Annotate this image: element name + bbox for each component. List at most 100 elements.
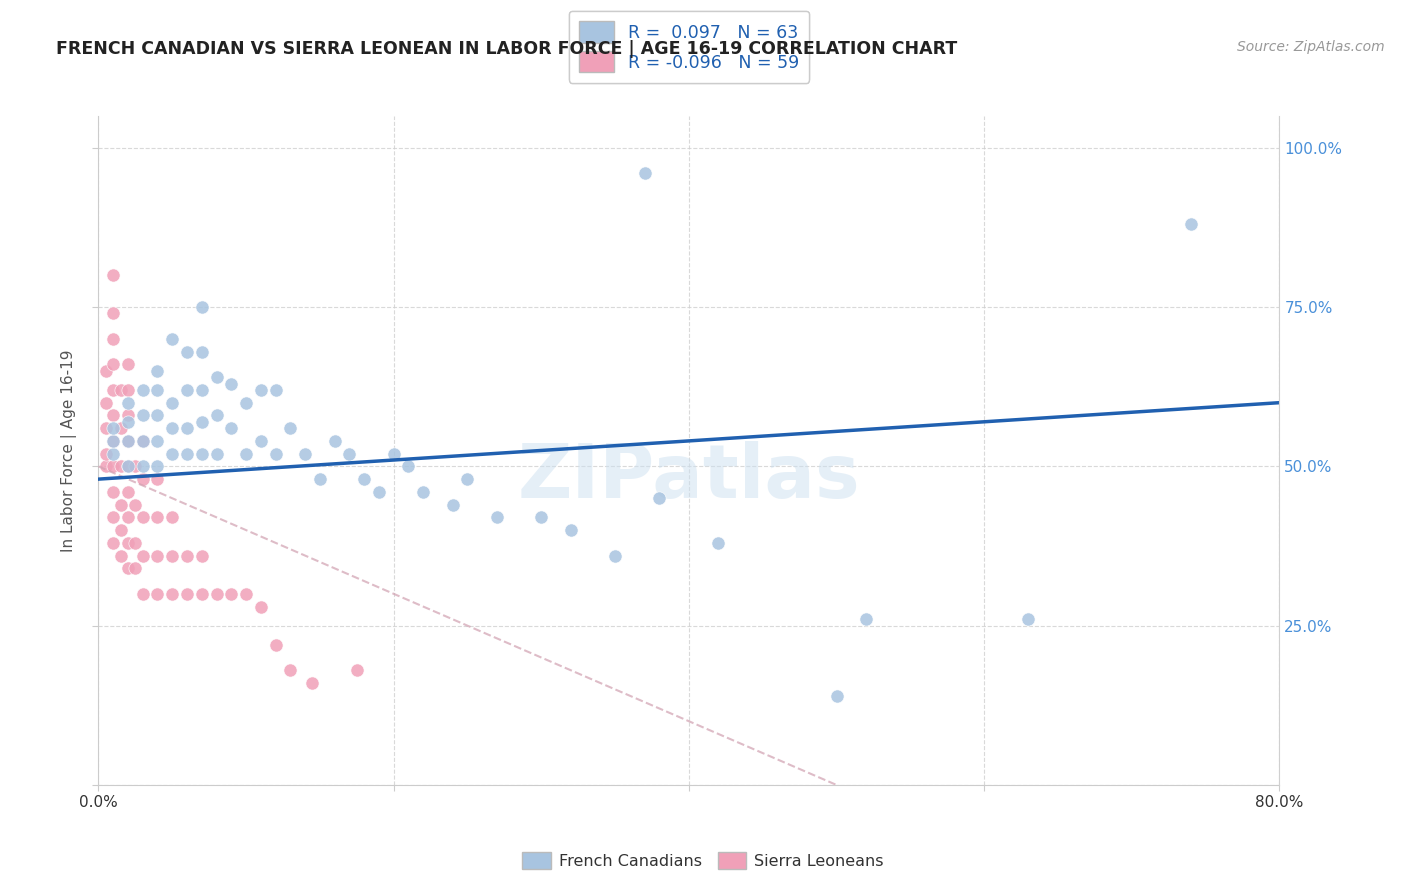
Point <box>353 472 375 486</box>
Point <box>280 663 302 677</box>
Text: Source: ZipAtlas.com: Source: ZipAtlas.com <box>1237 40 1385 54</box>
Point <box>103 268 125 283</box>
Point <box>162 395 183 409</box>
Point <box>205 370 228 384</box>
Point <box>94 421 117 435</box>
Y-axis label: In Labor Force | Age 16-19: In Labor Force | Age 16-19 <box>60 349 77 552</box>
Point <box>176 549 198 563</box>
Point <box>162 587 183 601</box>
Point <box>103 332 125 346</box>
Point <box>117 510 139 524</box>
Point <box>301 676 323 690</box>
Point <box>530 510 553 524</box>
Legend: R =  0.097   N = 63, R = -0.096   N = 59: R = 0.097 N = 63, R = -0.096 N = 59 <box>568 11 810 83</box>
Point <box>457 472 479 486</box>
Point <box>117 484 139 499</box>
Point <box>146 383 169 397</box>
Point <box>648 491 671 506</box>
Legend: French Canadians, Sierra Leoneans: French Canadians, Sierra Leoneans <box>516 846 890 875</box>
Point <box>486 510 509 524</box>
Point <box>117 459 139 474</box>
Point <box>250 599 273 614</box>
Point <box>205 409 228 423</box>
Point <box>346 663 368 677</box>
Point <box>634 166 657 180</box>
Point <box>176 421 198 435</box>
Point <box>176 447 198 461</box>
Point <box>117 415 139 429</box>
Point <box>191 549 214 563</box>
Point <box>146 409 169 423</box>
Point <box>221 376 243 391</box>
Point <box>146 434 169 448</box>
Point <box>825 689 848 703</box>
Point <box>162 332 183 346</box>
Point <box>235 447 257 461</box>
Point <box>560 523 582 537</box>
Point <box>235 395 257 409</box>
Point <box>280 421 302 435</box>
Point <box>707 536 730 550</box>
Point <box>94 447 117 461</box>
Point <box>162 447 183 461</box>
Point <box>124 536 146 550</box>
Point <box>176 587 198 601</box>
Point <box>132 409 155 423</box>
Point <box>103 536 125 550</box>
Point <box>205 447 228 461</box>
Point <box>132 472 155 486</box>
Point <box>146 587 169 601</box>
Point <box>117 383 139 397</box>
Point <box>412 484 434 499</box>
Point <box>339 447 361 461</box>
Point <box>264 447 287 461</box>
Point <box>103 409 125 423</box>
Point <box>110 498 132 512</box>
Point <box>132 510 155 524</box>
Point <box>176 383 198 397</box>
Point <box>162 421 183 435</box>
Point <box>117 358 139 372</box>
Point <box>398 459 420 474</box>
Point <box>250 383 273 397</box>
Point <box>162 549 183 563</box>
Point <box>368 484 391 499</box>
Point <box>162 510 183 524</box>
Point <box>855 612 877 626</box>
Point <box>103 358 125 372</box>
Point <box>309 472 332 486</box>
Point <box>103 306 125 320</box>
Point <box>191 587 214 601</box>
Point <box>117 561 139 575</box>
Point <box>117 434 139 448</box>
Point <box>264 638 287 652</box>
Point <box>117 434 139 448</box>
Point <box>146 549 169 563</box>
Point <box>1018 612 1040 626</box>
Point <box>103 434 125 448</box>
Point <box>221 587 243 601</box>
Point <box>146 510 169 524</box>
Point <box>132 587 155 601</box>
Point <box>294 447 316 461</box>
Point <box>103 510 125 524</box>
Point <box>132 434 155 448</box>
Point <box>110 459 132 474</box>
Point <box>221 421 243 435</box>
Point <box>1180 217 1202 231</box>
Point <box>191 300 214 314</box>
Point <box>605 549 627 563</box>
Point <box>191 344 214 359</box>
Point <box>103 434 125 448</box>
Point <box>132 549 155 563</box>
Point <box>103 484 125 499</box>
Text: ZIPatlas: ZIPatlas <box>517 441 860 514</box>
Point <box>117 409 139 423</box>
Point <box>146 364 169 378</box>
Point <box>117 536 139 550</box>
Point <box>132 434 155 448</box>
Point <box>103 421 125 435</box>
Point <box>176 344 198 359</box>
Point <box>146 472 169 486</box>
Point <box>117 459 139 474</box>
